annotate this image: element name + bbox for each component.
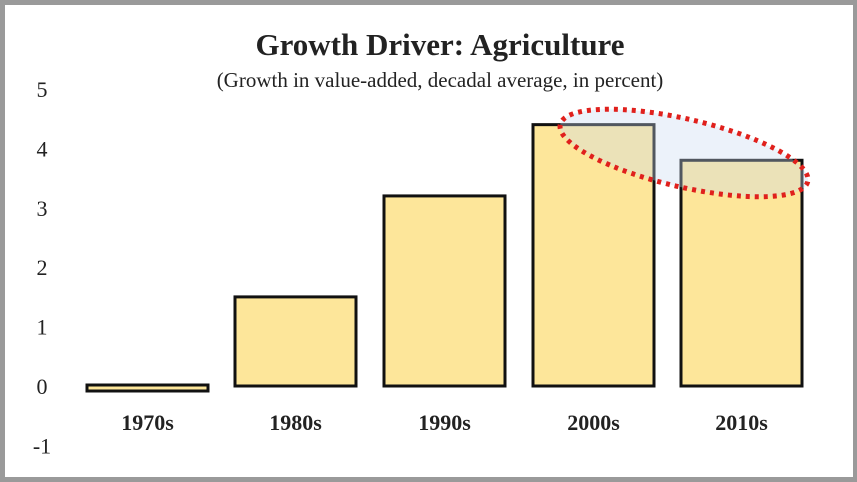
y-tick-label: 5 — [37, 77, 48, 102]
highlight-ellipse — [557, 106, 811, 200]
y-tick-label: 2 — [37, 255, 48, 280]
x-tick-label: 1970s — [121, 410, 174, 435]
bar-2000s — [531, 123, 656, 388]
chart-title: Growth Driver: Agriculture — [255, 27, 624, 62]
bar-1970s — [85, 383, 210, 393]
y-tick-label: 1 — [37, 315, 48, 340]
x-tick-label: 2000s — [567, 410, 620, 435]
bar-1990s — [382, 194, 507, 388]
x-tick-label: 2010s — [715, 410, 768, 435]
x-tick-label: 1990s — [418, 410, 471, 435]
y-tick-label: 4 — [37, 136, 48, 161]
bar-2010s — [679, 158, 804, 388]
y-tick-label: 3 — [37, 196, 48, 221]
chart-subtitle: (Growth in value-added, decadal average,… — [217, 68, 664, 92]
y-tick-label: -1 — [33, 433, 51, 458]
bar-1980s — [233, 295, 358, 388]
x-tick-label: 1980s — [269, 410, 322, 435]
y-tick-label: 0 — [37, 374, 48, 399]
